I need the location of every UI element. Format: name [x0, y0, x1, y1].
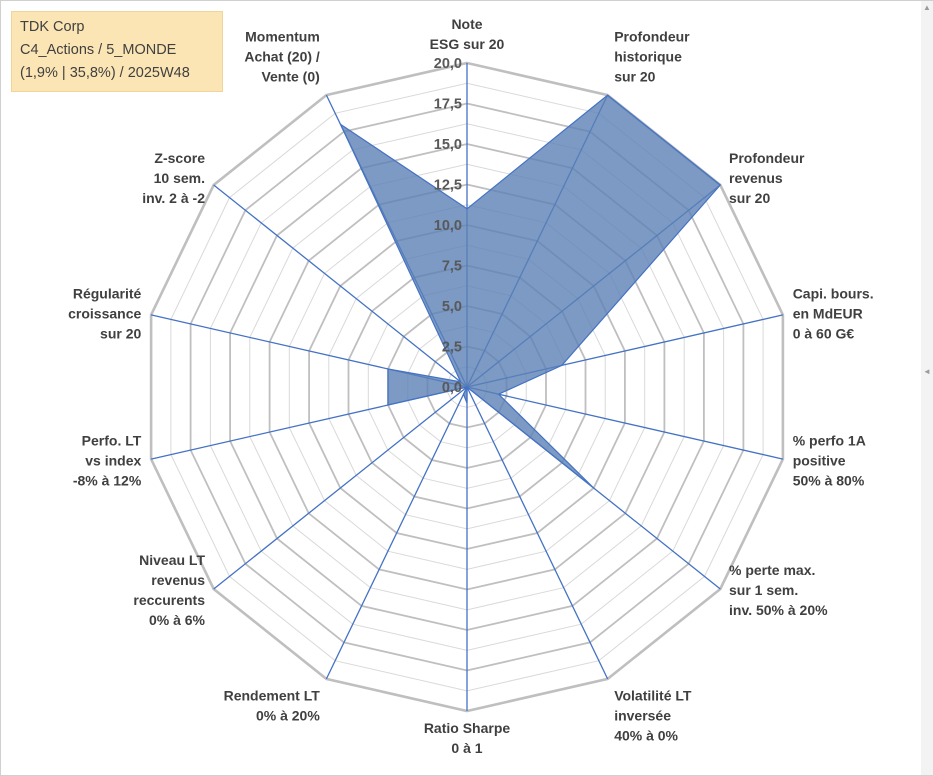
- scroll-up-icon[interactable]: ▲: [923, 3, 931, 12]
- tick-label: 7,5: [442, 259, 462, 275]
- axis-label: Régularité croissance sur 20: [68, 286, 141, 342]
- axis-label: Note ESG sur 20: [430, 16, 505, 52]
- axis-label-line: % perte max.: [729, 562, 815, 578]
- axis-label-line: sur 1 sem.: [729, 582, 798, 598]
- axis-label-line: Vente (0): [261, 69, 319, 85]
- axis-label-line: 10 sem.: [154, 170, 205, 186]
- stats-label: (1,9% | 35,8%) / 2025W48: [20, 65, 190, 81]
- axis-label: Z-score 10 sem. inv. 2 à -2: [142, 150, 205, 206]
- axis-label: Perfo. LT vs index -8% à 12%: [73, 432, 142, 488]
- axis-label-line: Rendement LT: [224, 687, 321, 703]
- axis-label: Niveau LT revenus reccurents 0% à 6%: [133, 552, 205, 628]
- axis-label: % perfo 1A positive 50% à 80%: [793, 432, 866, 488]
- tick-label: 10,0: [434, 218, 462, 234]
- axis-label-line: 40% à 0%: [614, 727, 678, 743]
- axis-label-line: sur 20: [100, 326, 141, 342]
- axis-label-line: 0 à 1: [451, 740, 482, 756]
- axis-label-line: Capi. bours.: [793, 286, 874, 302]
- axis-label-line: historique: [614, 49, 682, 65]
- axis-label: Capi. bours. en MdEUR 0 à 60 G€: [793, 286, 874, 342]
- axis-label-line: reccurents: [133, 592, 205, 608]
- axis-label-line: inv. 50% à 20%: [729, 602, 828, 618]
- axis-label-line: inv. 2 à -2: [142, 190, 205, 206]
- axis-label: Profondeur revenus sur 20: [729, 150, 805, 206]
- axis-label-line: Perfo. LT: [82, 432, 142, 448]
- tick-label: 20,0: [434, 56, 462, 72]
- radar-axis-labels: Note ESG sur 20 Profondeur historique sur 20…: [68, 16, 873, 756]
- axis-label: Rendement LT 0% à 20%: [224, 687, 321, 723]
- axis-label-line: sur 20: [729, 190, 770, 206]
- axis-label-line: Momentum: [245, 29, 320, 45]
- axis-spoke: [466, 386, 609, 680]
- axis-label-line: sur 20: [614, 69, 655, 85]
- axis-label-line: Z-score: [154, 150, 205, 166]
- axis-label-line: inversée: [614, 707, 671, 723]
- axis-spoke: [213, 386, 468, 590]
- axis-label-line: croissance: [68, 306, 141, 322]
- tick-label: 15,0: [434, 137, 462, 153]
- axis-label: Ratio Sharpe 0 à 1: [424, 720, 511, 756]
- axis-label-line: -8% à 12%: [73, 472, 142, 488]
- axis-label-line: 50% à 80%: [793, 472, 865, 488]
- axis-spoke: [213, 184, 468, 388]
- axis-label-line: vs index: [85, 452, 141, 468]
- axis-label-line: Profondeur: [729, 150, 805, 166]
- axis-label-line: Profondeur: [614, 29, 690, 45]
- axis-label: Volatilité LT inversée 40% à 0%: [614, 687, 692, 743]
- axis-label-line: Achat (20) /: [244, 49, 320, 65]
- axis-label-line: 0% à 6%: [149, 612, 206, 628]
- axis-label-line: en MdEUR: [793, 306, 863, 322]
- tick-label: 12,5: [434, 178, 462, 194]
- company-name: TDK Corp: [20, 19, 85, 35]
- axis-label-line: ESG sur 20: [430, 36, 505, 52]
- axis-spoke: [325, 386, 468, 680]
- axis-label: Profondeur historique sur 20: [614, 29, 690, 85]
- radar-series: [339, 94, 722, 489]
- axis-label-line: 0 à 60 G€: [793, 326, 855, 342]
- scroll-marker-icon[interactable]: ◄: [923, 367, 931, 376]
- radar-tick-labels: 0,0 2,5 5,0 7,5 10,0 12,5 15,0 17,5 20,0: [434, 56, 462, 396]
- axis-label-line: Régularité: [73, 286, 142, 302]
- axis-label-line: Ratio Sharpe: [424, 720, 511, 736]
- axis-spoke: [466, 386, 784, 460]
- axis-label-line: Volatilité LT: [614, 687, 692, 703]
- tick-label: 2,5: [442, 340, 462, 356]
- tick-label: 17,5: [434, 97, 462, 113]
- axis-label-line: positive: [793, 452, 846, 468]
- axis-label-line: % perfo 1A: [793, 432, 866, 448]
- axis-label-line: revenus: [729, 170, 783, 186]
- axis-label: % perte max. sur 1 sem. inv. 50% à 20%: [729, 562, 828, 618]
- axis-label-line: Niveau LT: [139, 552, 205, 568]
- tick-label: 0,0: [442, 380, 462, 396]
- axis-label-line: 0% à 20%: [256, 707, 320, 723]
- category-label: C4_Actions / 5_MONDE: [20, 42, 177, 58]
- axis-label: Momentum Achat (20) / Vente (0): [244, 29, 320, 85]
- vertical-scrollbar[interactable]: ▲ ◄: [921, 1, 933, 775]
- chart-title-box: TDK Corp C4_Actions / 5_MONDE (1,9% | 35…: [11, 11, 223, 92]
- axis-label-line: revenus: [151, 572, 205, 588]
- axis-label-line: Note: [451, 16, 482, 32]
- tick-label: 5,0: [442, 299, 462, 315]
